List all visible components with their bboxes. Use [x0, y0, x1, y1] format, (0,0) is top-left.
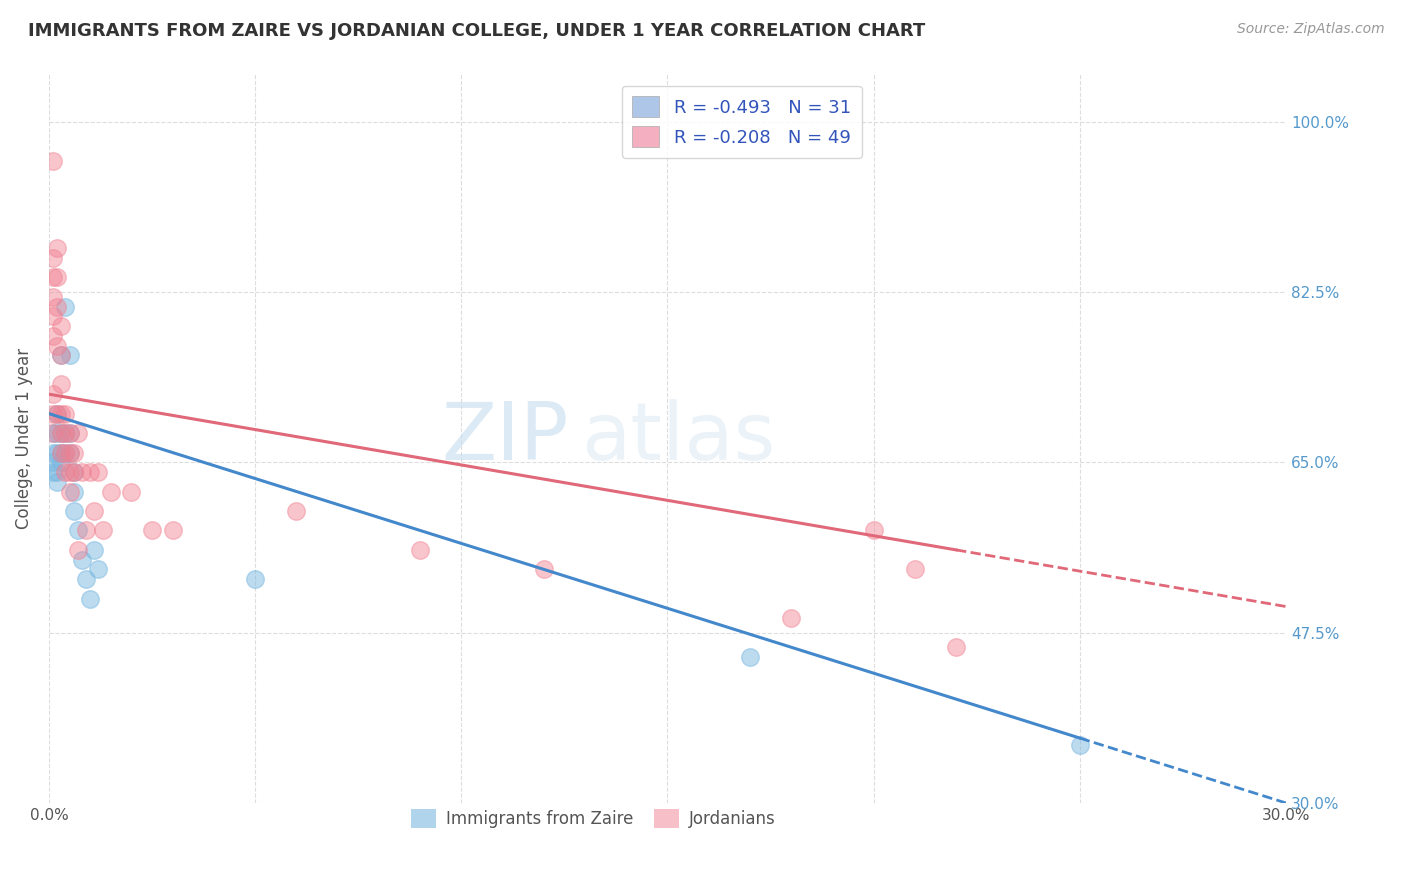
Point: [58, 426, 80, 441]
Point: [58, 484, 80, 499]
Point: [46, 300, 69, 314]
Point: [75, 572, 97, 586]
Legend: Immigrants from Zaire, Jordanians: Immigrants from Zaire, Jordanians: [405, 802, 782, 835]
Point: [55, 407, 77, 421]
Point: [42, 290, 65, 304]
Point: [83, 504, 105, 518]
Point: [62, 465, 84, 479]
Point: [55, 445, 77, 459]
Point: [51, 445, 73, 459]
Point: [62, 484, 84, 499]
Point: [51, 348, 73, 362]
Point: [120, 484, 142, 499]
Text: ZIP: ZIP: [441, 399, 568, 477]
Text: atlas: atlas: [581, 399, 775, 477]
Point: [42, 270, 65, 285]
Point: [55, 465, 77, 479]
Point: [51, 348, 73, 362]
Point: [55, 445, 77, 459]
Point: [42, 455, 65, 469]
Point: [862, 524, 884, 538]
Point: [51, 426, 73, 441]
Point: [904, 562, 927, 576]
Point: [780, 611, 803, 625]
Point: [945, 640, 967, 655]
Point: [51, 445, 73, 459]
Point: [51, 319, 73, 334]
Point: [285, 504, 308, 518]
Point: [42, 465, 65, 479]
Point: [58, 445, 80, 459]
Point: [46, 407, 69, 421]
Point: [79, 591, 101, 606]
Point: [70, 465, 93, 479]
Point: [42, 407, 65, 421]
Point: [1069, 738, 1091, 752]
Point: [42, 310, 65, 324]
Point: [51, 377, 73, 392]
Point: [243, 572, 266, 586]
Point: [42, 426, 65, 441]
Point: [66, 524, 89, 538]
Point: [87, 562, 110, 576]
Point: [70, 552, 93, 566]
Point: [46, 338, 69, 352]
Point: [100, 484, 122, 499]
Point: [42, 328, 65, 343]
Point: [46, 426, 69, 441]
Text: Source: ZipAtlas.com: Source: ZipAtlas.com: [1237, 22, 1385, 37]
Point: [738, 650, 761, 665]
Point: [51, 407, 73, 421]
Point: [51, 455, 73, 469]
Point: [87, 465, 110, 479]
Point: [46, 465, 69, 479]
Point: [83, 542, 105, 557]
Point: [46, 475, 69, 489]
Text: IMMIGRANTS FROM ZAIRE VS JORDANIAN COLLEGE, UNDER 1 YEAR CORRELATION CHART: IMMIGRANTS FROM ZAIRE VS JORDANIAN COLLE…: [28, 22, 925, 40]
Point: [42, 445, 65, 459]
Point: [79, 465, 101, 479]
Point: [62, 445, 84, 459]
Point: [46, 270, 69, 285]
Point: [62, 465, 84, 479]
Point: [58, 445, 80, 459]
Point: [141, 524, 163, 538]
Point: [42, 426, 65, 441]
Point: [51, 426, 73, 441]
Point: [62, 504, 84, 518]
Point: [58, 465, 80, 479]
Point: [42, 387, 65, 401]
Point: [58, 348, 80, 362]
Point: [42, 251, 65, 265]
Point: [42, 153, 65, 168]
Y-axis label: College, Under 1 year: College, Under 1 year: [15, 347, 32, 529]
Point: [46, 241, 69, 255]
Point: [46, 407, 69, 421]
Point: [91, 524, 114, 538]
Point: [66, 426, 89, 441]
Point: [409, 542, 432, 557]
Point: [46, 445, 69, 459]
Point: [75, 524, 97, 538]
Point: [533, 562, 555, 576]
Point: [162, 524, 184, 538]
Point: [66, 542, 89, 557]
Point: [55, 300, 77, 314]
Point: [55, 426, 77, 441]
Point: [55, 426, 77, 441]
Point: [58, 426, 80, 441]
